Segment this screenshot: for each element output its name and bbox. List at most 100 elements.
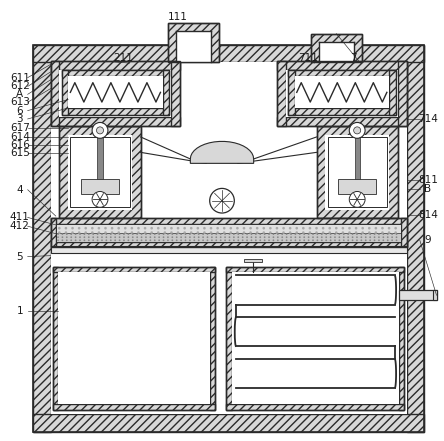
Circle shape [343, 236, 345, 238]
Bar [319, 41, 354, 62]
Circle shape [230, 231, 232, 234]
Circle shape [317, 239, 318, 241]
Bar [70, 137, 130, 207]
Bar [399, 267, 404, 410]
Circle shape [299, 233, 301, 235]
Bar [226, 267, 404, 272]
Circle shape [210, 188, 234, 213]
Bar [226, 267, 404, 410]
Circle shape [145, 236, 147, 238]
Circle shape [66, 236, 67, 238]
Circle shape [75, 236, 76, 238]
Circle shape [127, 239, 129, 241]
Circle shape [132, 236, 134, 238]
Circle shape [264, 239, 266, 241]
Circle shape [171, 233, 173, 235]
Text: 211: 211 [113, 53, 133, 63]
Bar [51, 62, 407, 414]
Circle shape [277, 239, 279, 241]
Circle shape [71, 227, 74, 229]
Circle shape [378, 236, 380, 238]
Circle shape [290, 239, 292, 241]
Bar [311, 34, 361, 62]
Circle shape [91, 227, 94, 229]
Circle shape [322, 227, 325, 229]
Circle shape [229, 233, 230, 235]
Text: 714: 714 [418, 114, 438, 124]
Circle shape [83, 233, 85, 235]
Circle shape [349, 123, 365, 138]
Circle shape [348, 227, 351, 229]
Bar [58, 272, 210, 404]
Circle shape [84, 231, 87, 234]
Bar [51, 61, 180, 70]
Circle shape [382, 233, 384, 235]
Circle shape [352, 233, 353, 235]
Circle shape [368, 231, 371, 234]
Text: 617: 617 [10, 123, 30, 133]
Circle shape [294, 239, 296, 241]
Circle shape [230, 227, 232, 229]
Circle shape [163, 233, 164, 235]
Circle shape [302, 231, 305, 234]
Circle shape [183, 227, 186, 229]
Circle shape [321, 239, 323, 241]
Circle shape [276, 227, 278, 229]
Circle shape [309, 227, 311, 229]
Circle shape [78, 227, 80, 229]
Circle shape [141, 236, 143, 238]
Circle shape [183, 231, 186, 234]
Circle shape [299, 236, 301, 238]
Circle shape [259, 233, 261, 235]
Bar [53, 404, 215, 410]
Bar [168, 22, 219, 62]
Circle shape [220, 233, 222, 235]
Circle shape [62, 239, 63, 241]
Circle shape [163, 239, 164, 241]
Bar [33, 45, 424, 431]
Circle shape [246, 233, 248, 235]
Circle shape [180, 239, 182, 241]
Text: 613: 613 [10, 97, 30, 107]
Circle shape [216, 231, 219, 234]
Circle shape [246, 239, 248, 241]
Text: 814: 814 [418, 210, 438, 220]
Circle shape [341, 231, 344, 234]
Circle shape [282, 231, 285, 234]
Circle shape [141, 239, 143, 241]
Circle shape [338, 239, 340, 241]
Circle shape [197, 231, 199, 234]
Circle shape [290, 233, 292, 235]
Circle shape [70, 236, 72, 238]
Circle shape [197, 227, 199, 229]
Circle shape [255, 236, 257, 238]
Circle shape [381, 231, 384, 234]
Circle shape [145, 233, 147, 235]
Circle shape [151, 227, 153, 229]
Circle shape [361, 239, 362, 241]
Circle shape [163, 231, 166, 234]
Circle shape [101, 233, 103, 235]
Circle shape [79, 236, 81, 238]
Circle shape [349, 191, 365, 207]
Polygon shape [190, 142, 254, 163]
Bar [317, 126, 398, 218]
Circle shape [334, 233, 336, 235]
Circle shape [206, 239, 208, 241]
Circle shape [185, 239, 186, 241]
Circle shape [75, 239, 76, 241]
Circle shape [273, 239, 274, 241]
Circle shape [396, 233, 397, 235]
Circle shape [250, 233, 252, 235]
Circle shape [356, 236, 358, 238]
Circle shape [88, 239, 90, 241]
Circle shape [303, 236, 305, 238]
Circle shape [365, 239, 367, 241]
Circle shape [302, 227, 305, 229]
Circle shape [66, 233, 67, 235]
Circle shape [341, 227, 344, 229]
Circle shape [243, 227, 245, 229]
Bar [51, 61, 180, 126]
Circle shape [154, 233, 155, 235]
Circle shape [97, 239, 99, 241]
